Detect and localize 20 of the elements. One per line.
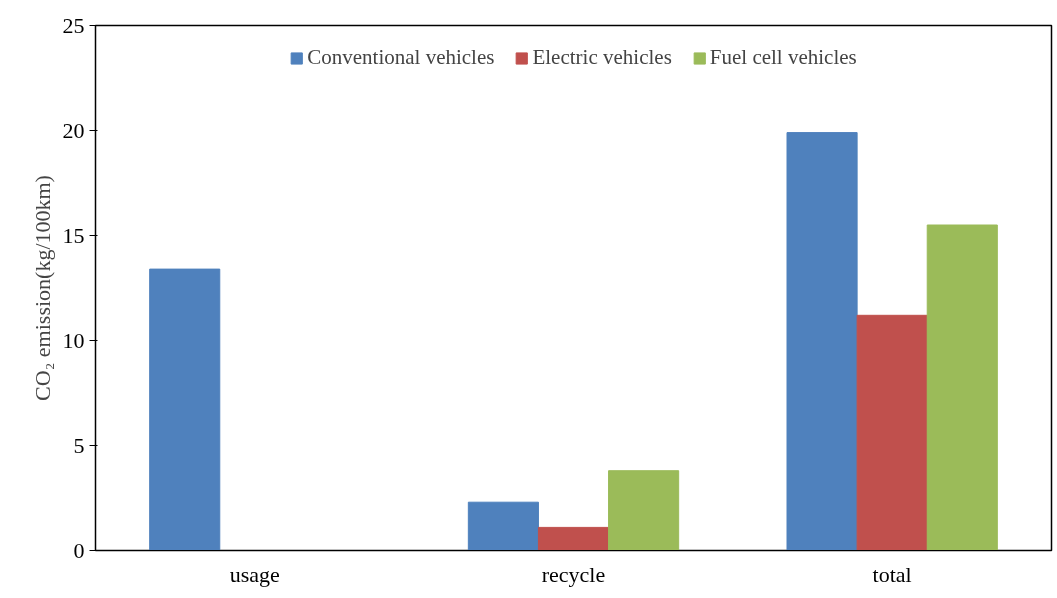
bar (608, 470, 680, 551)
bar (537, 526, 610, 551)
x-tick-label: total (872, 561, 912, 587)
y-tick-label: 15 (62, 222, 85, 248)
bar (149, 268, 221, 551)
bar (786, 132, 858, 551)
bar (467, 501, 539, 551)
legend-label: Conventional vehicles (307, 45, 495, 70)
y-tick-label: 25 (62, 12, 85, 38)
legend-label: Fuel cell vehicles (709, 45, 857, 70)
bar (856, 314, 928, 551)
x-tick-label: recycle (541, 561, 606, 587)
x-tick-label: usage (229, 561, 280, 587)
y-tick-label: 10 (62, 327, 85, 353)
y-axis-title: CO₂ emission(kg/100km) (29, 175, 55, 401)
bar (926, 224, 998, 551)
y-tick-label: 0 (73, 537, 85, 563)
y-tick-label: 5 (73, 432, 85, 458)
y-tick-label: 20 (62, 117, 85, 143)
legend-label: Electric vehicles (532, 45, 672, 70)
